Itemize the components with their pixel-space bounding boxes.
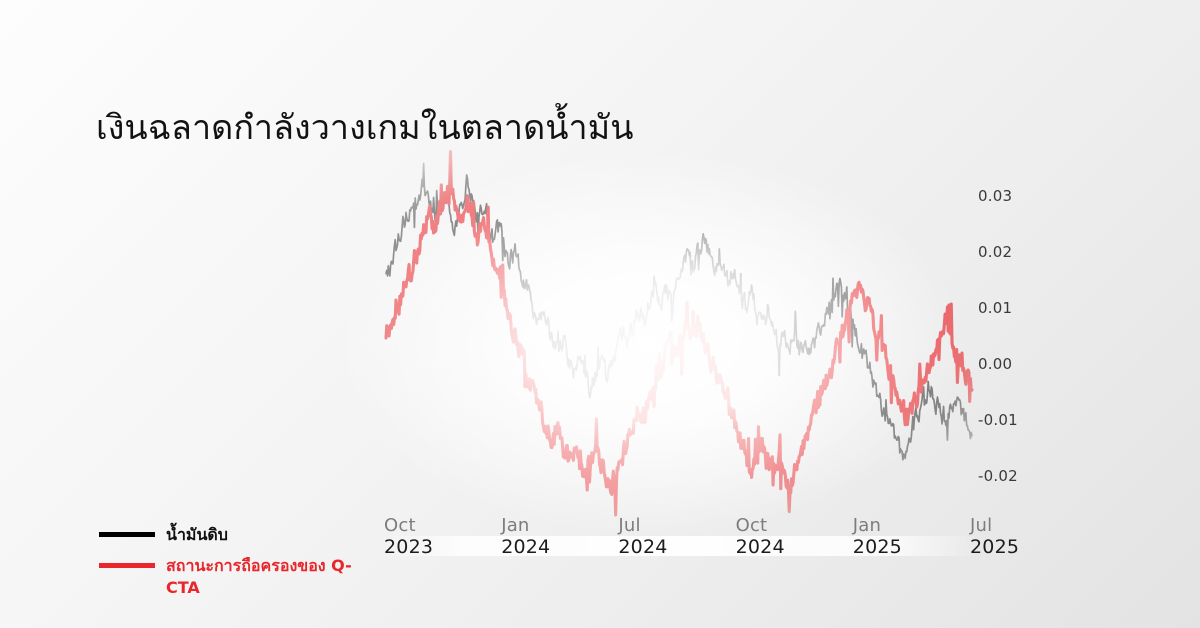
chart-legend: น้ำมันดิบ สถานะการถือครองของ Q-CTA bbox=[99, 524, 356, 608]
x-tick-year: 2024 bbox=[501, 536, 551, 558]
x-tick-year: 2025 bbox=[970, 536, 1020, 558]
y-axis-labels: 0.03 0.02 0.01 0.00 -0.01 -0.02 bbox=[978, 0, 1088, 628]
x-tick-label: Jul 2024 bbox=[618, 515, 668, 559]
legend-item-q-cta[interactable]: สถานะการถือครองของ Q-CTA bbox=[99, 555, 356, 599]
x-tick-month: Jul bbox=[970, 515, 993, 536]
legend-swatch-red-icon bbox=[99, 563, 155, 568]
x-tick-month: Oct bbox=[735, 515, 768, 536]
series-line-q-cta bbox=[384, 149, 974, 517]
x-tick-month: Oct bbox=[384, 515, 416, 536]
legend-item-crude-oil[interactable]: น้ำมันดิบ bbox=[99, 524, 356, 546]
y-tick-label: -0.01 bbox=[978, 411, 1018, 429]
x-tick-label: Jan 2024 bbox=[501, 515, 551, 559]
x-tick-year: 2023 bbox=[384, 536, 434, 558]
x-tick-label: Oct 2024 bbox=[735, 515, 785, 559]
legend-label-crude-oil: น้ำมันดิบ bbox=[166, 525, 228, 544]
x-tick-year: 2024 bbox=[618, 536, 668, 558]
y-tick-label: 0.00 bbox=[978, 355, 1013, 373]
x-tick-month: Jul bbox=[618, 515, 641, 536]
x-tick-month: Jan bbox=[852, 515, 882, 536]
page-title: เงินฉลาดกำลังวางเกมในตลาดน้ำมัน bbox=[96, 107, 634, 148]
x-tick-year: 2025 bbox=[852, 536, 902, 558]
y-tick-label: 0.02 bbox=[978, 243, 1013, 261]
x-tick-label: Oct 2023 bbox=[384, 515, 434, 559]
legend-swatch-black-icon bbox=[99, 532, 155, 537]
x-tick-label: Jan 2025 bbox=[852, 515, 902, 559]
x-tick-year: 2024 bbox=[735, 536, 785, 558]
legend-label-q-cta: สถานะการถือครองของ Q-CTA bbox=[166, 556, 352, 597]
y-tick-label: -0.02 bbox=[978, 467, 1018, 485]
x-axis-labels: Oct 2023 Jan 2024 Jul 2024 Oct 2024 Jan 2025 Jul 20… bbox=[0, 516, 1200, 562]
x-tick-label: Jul 2025 bbox=[970, 515, 1020, 559]
x-tick-month: Jan bbox=[501, 515, 530, 536]
y-tick-label: 0.01 bbox=[978, 299, 1013, 317]
y-tick-label: 0.03 bbox=[978, 187, 1013, 205]
